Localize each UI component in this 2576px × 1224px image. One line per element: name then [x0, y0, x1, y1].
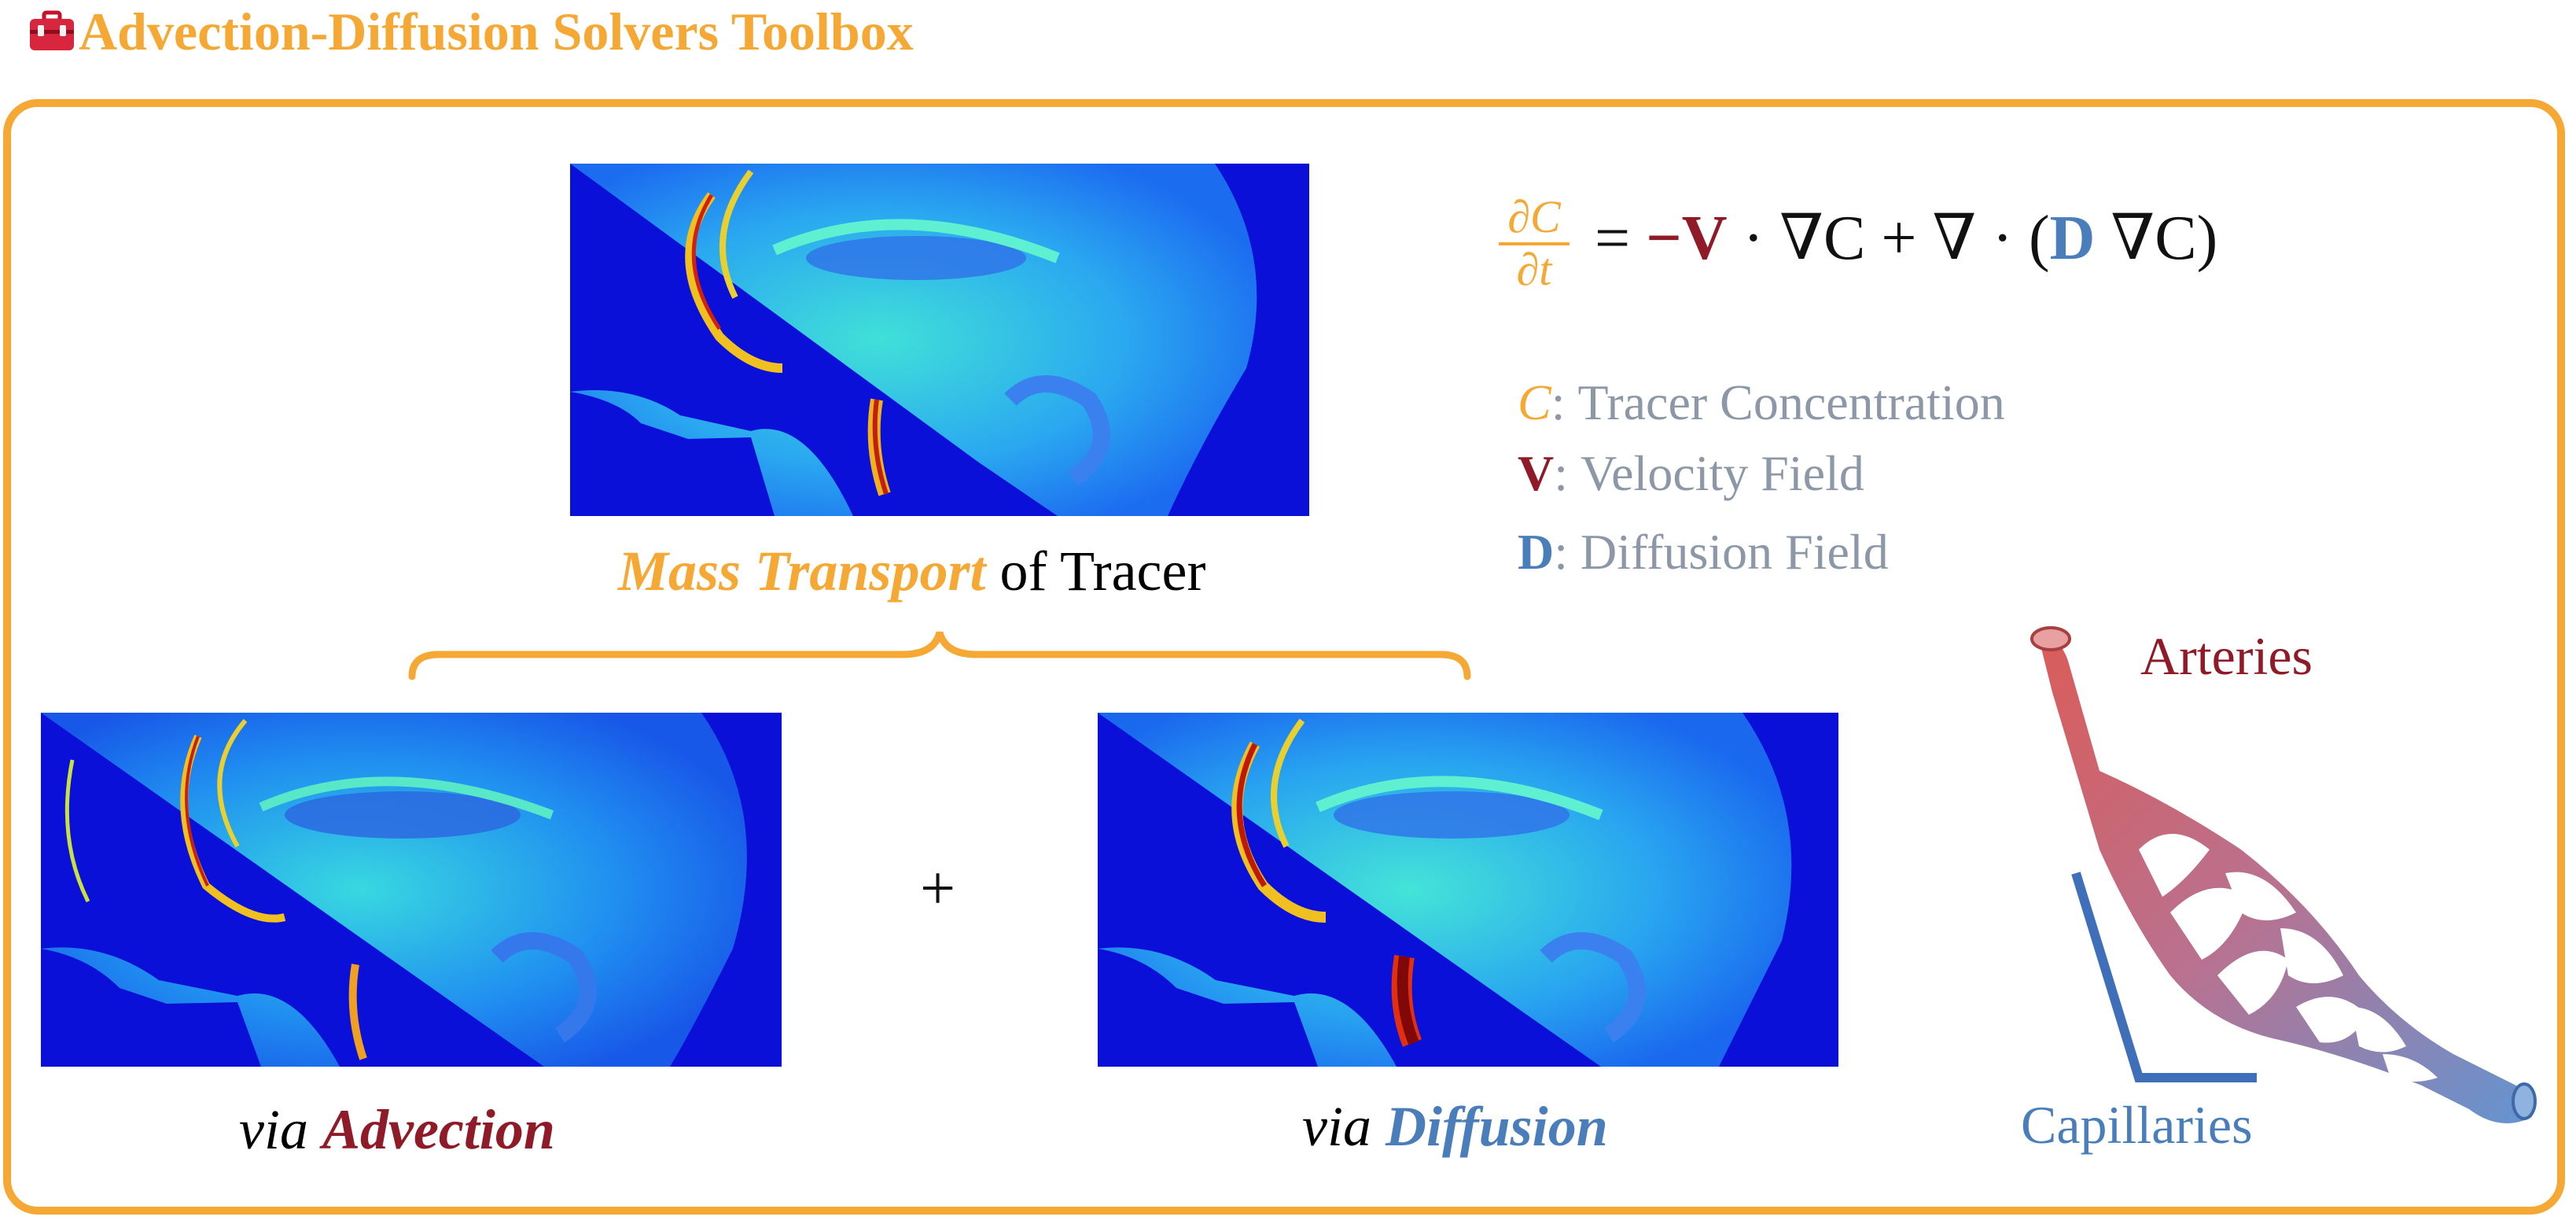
equation-equals: = — [1595, 204, 1631, 273]
legend-text: Velocity Field — [1581, 445, 1864, 501]
toolbox-icon — [28, 9, 75, 52]
equation-diffusion-symbol: D — [2049, 204, 2096, 273]
legend-symbol: V — [1518, 445, 1555, 501]
equation-rhs: = −V · ∇C + ∇ · (D ∇C) — [1595, 203, 2217, 274]
arteries-label-text: Arteries — [2140, 626, 2313, 686]
legend-symbol: D — [1518, 524, 1555, 580]
advection-caption: via Advection — [239, 1098, 555, 1161]
equation-lhs-numerator: ∂C — [1507, 191, 1561, 242]
advection-scan-image — [41, 713, 782, 1067]
legend-separator: : — [1551, 374, 1566, 430]
legend-separator: : — [1554, 524, 1568, 580]
legend-item-concentration: C: Tracer Concentration — [1518, 374, 2005, 431]
diffusion-caption-highlight: Diffusion — [1385, 1095, 1608, 1158]
mass-transport-scan-image — [570, 164, 1309, 516]
equation-fraction-bar — [1499, 242, 1570, 245]
legend-item-velocity: V: Velocity Field — [1518, 445, 1864, 502]
curly-brace — [407, 629, 1472, 681]
legend-item-diffusion: D: Diffusion Field — [1518, 524, 1889, 581]
diffusion-scan-image — [1098, 713, 1838, 1067]
vessel-illustration — [2013, 614, 2556, 1164]
mass-transport-caption: Mass Transport of Tracer — [618, 540, 1205, 603]
advection-caption-highlight: Advection — [322, 1098, 555, 1161]
capillaries-label: Capillaries — [2021, 1095, 2253, 1155]
capillaries-label-text: Capillaries — [2021, 1095, 2253, 1155]
legend-symbol: C — [1518, 374, 1551, 430]
equation-velocity-symbol: V — [1681, 204, 1728, 273]
legend-text: Tracer Concentration — [1577, 374, 2005, 430]
page-title: Advection-Diffusion Solvers Toolbox — [79, 2, 914, 61]
legend-text: Diffusion Field — [1581, 524, 1889, 580]
equation-middle: · ∇C + ∇ · ( — [1727, 204, 2050, 273]
advection-caption-prefix: via — [239, 1098, 322, 1161]
legend-separator: : — [1554, 445, 1568, 501]
equation-end: ∇C) — [2095, 204, 2218, 273]
equation-minus: − — [1646, 204, 1682, 273]
diffusion-caption: via Diffusion — [1302, 1095, 1608, 1158]
mass-transport-rest: of Tracer — [985, 540, 1206, 603]
equation-lhs-fraction: ∂C ∂t — [1494, 191, 1574, 293]
equation-lhs-denominator: ∂t — [1516, 244, 1552, 295]
diffusion-caption-prefix: via — [1302, 1095, 1386, 1158]
plus-operator: + — [920, 854, 956, 924]
toolbox-frame — [3, 99, 2565, 1215]
arteries-label: Arteries — [2140, 626, 2313, 686]
mass-transport-highlight: Mass Transport — [618, 540, 986, 603]
